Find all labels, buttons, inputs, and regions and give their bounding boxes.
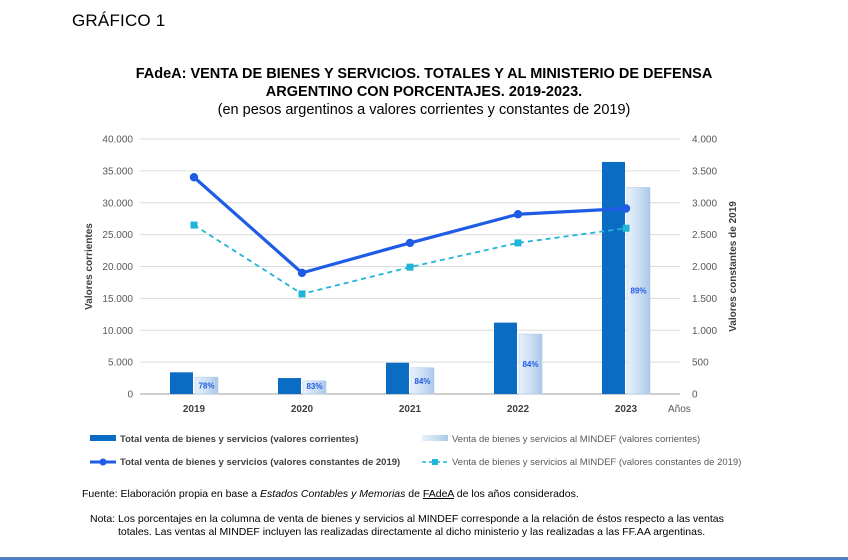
point-mindef-constant	[514, 239, 522, 247]
legend-marker	[432, 459, 438, 465]
right-tick-label: 500	[692, 358, 709, 369]
chart-title-line1: FAdeA: VENTA DE BIENES Y SERVICIOS. TOTA…	[135, 66, 713, 82]
point-mindef-constant	[622, 224, 630, 232]
source-note: Fuente: Elaboración propia en base a Est…	[82, 488, 579, 500]
chart-title-line2: ARGENTINO CON PORCENTAJES. 2019-2023.	[265, 84, 583, 100]
line-total-constant	[192, 176, 627, 275]
left-tick-label: 25.000	[102, 230, 133, 241]
right-tick-label: 2.000	[692, 262, 717, 273]
right-tick-label: 0	[692, 390, 698, 401]
bar-total-current	[602, 161, 625, 394]
right-tick-label: 1.500	[692, 294, 717, 305]
footnote: Nota: Los porcentajes en la columna de v…	[90, 513, 724, 538]
bar-total-current	[278, 378, 301, 394]
bottom-rule	[0, 557, 848, 560]
right-tick-label: 1.000	[692, 326, 717, 337]
point-mindef-constant	[298, 290, 306, 298]
point-mindef-constant	[190, 221, 198, 229]
bar-mindef-current	[302, 380, 327, 395]
percent-label: 84%	[414, 377, 430, 386]
point-total-constant	[405, 238, 415, 248]
point-total-constant	[297, 268, 307, 278]
bar-mindef-current	[194, 376, 219, 395]
category-tick-label: 2022	[507, 404, 530, 415]
left-tick-label: 0	[127, 390, 133, 401]
bar-total-current	[170, 372, 193, 394]
point-total-constant	[621, 204, 631, 213]
bar-mindef-current	[518, 333, 543, 395]
chart-subtitle: (en pesos argentinos a valores corriente…	[217, 102, 631, 118]
legend-marker	[99, 458, 107, 466]
right-tick-label: 4.000	[692, 135, 717, 146]
left-axis-title: Valores corrientes	[84, 223, 95, 310]
bar-mindef-current	[626, 187, 651, 395]
left-tick-label: 40.000	[102, 135, 133, 146]
percent-label: 83%	[306, 382, 322, 391]
legend-label: Venta de bienes y servicios al MINDEF (v…	[452, 457, 741, 468]
category-tick-label: 2020	[291, 404, 314, 415]
point-total-constant	[189, 173, 199, 182]
right-tick-label: 3.000	[692, 198, 717, 209]
bar-total-current	[386, 362, 409, 394]
category-tick-label: 2021	[399, 404, 422, 415]
bar-total-current	[494, 322, 517, 394]
percent-label: 89%	[630, 287, 646, 296]
point-total-constant	[513, 210, 523, 219]
legend-swatch	[90, 435, 116, 441]
left-tick-label: 35.000	[102, 166, 133, 177]
right-axis-title: Valores constantes de 2019	[728, 201, 739, 332]
left-tick-label: 30.000	[102, 198, 133, 209]
left-tick-label: 20.000	[102, 262, 133, 273]
category-tick-label: 2019	[183, 404, 206, 415]
left-tick-label: 10.000	[102, 326, 133, 337]
legend-swatch	[422, 435, 448, 441]
x-unit-label: Años	[668, 404, 691, 415]
legend-label: Total venta de bienes y servicios (valor…	[120, 457, 400, 468]
left-tick-label: 5.000	[108, 358, 133, 369]
category-tick-label: 2023	[615, 404, 638, 415]
legend-label: Total venta de bienes y servicios (valor…	[120, 434, 358, 445]
left-tick-label: 15.000	[102, 294, 133, 305]
right-tick-label: 2.500	[692, 230, 717, 241]
percent-label: 78%	[198, 382, 214, 391]
figure-heading: GRÁFICO 1	[72, 11, 166, 30]
right-tick-label: 3.500	[692, 166, 717, 177]
legend-label: Venta de bienes y servicios al MINDEF (v…	[452, 434, 700, 445]
point-mindef-constant	[406, 263, 414, 271]
line-mindef-constant	[193, 224, 627, 295]
bar-mindef-current	[410, 367, 435, 395]
percent-label: 84%	[522, 360, 538, 369]
